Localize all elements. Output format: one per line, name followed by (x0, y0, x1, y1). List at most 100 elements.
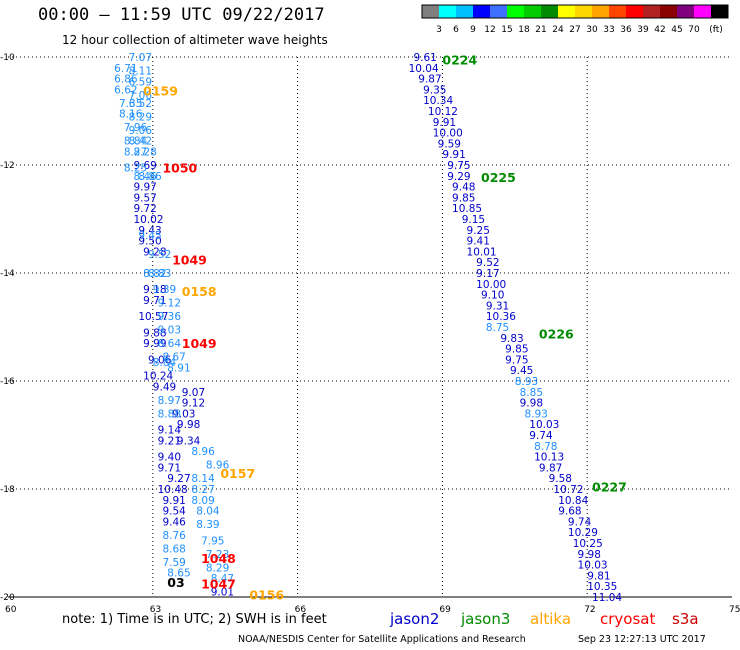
wave-height-label: 8.27 (191, 484, 214, 496)
colorbar-swatch (541, 5, 558, 18)
pass-time-label: 0156 (249, 587, 284, 602)
wave-height-label: 9.31 (486, 300, 509, 312)
wave-height-label: 9.12 (182, 398, 205, 410)
wave-height-label: 10.72 (553, 484, 583, 496)
wave-height-label: 9.15 (462, 214, 485, 226)
wave-height-label: 8.84 (153, 357, 177, 369)
wave-height-label: 10.85 (452, 203, 482, 215)
wave-height-label: 9.40 (158, 452, 181, 464)
wave-height-label: 7.06 (129, 90, 153, 102)
wave-height-label: 10.84 (558, 495, 588, 507)
wave-height-label: 8.96 (206, 460, 230, 472)
colorbar-swatch (609, 5, 626, 18)
wave-height-label: 10.48 (158, 484, 188, 496)
wave-height-label: 9.52 (476, 257, 499, 269)
wave-height-label: 9.58 (549, 473, 572, 485)
y-tick-label: -20 (0, 593, 15, 603)
wave-height-label: 10.00 (476, 279, 506, 291)
wave-height-label: 8.04 (196, 506, 220, 518)
x-tick-label: 75 (729, 605, 740, 615)
wave-height-label: 10.02 (133, 214, 163, 226)
credit-text: NOAA/NESDIS Center for Satellite Applica… (238, 634, 526, 645)
wave-height-label: 7.95 (201, 535, 224, 547)
wave-height-label: 10.03 (529, 419, 559, 431)
colorbar-swatch (422, 5, 439, 18)
x-tick-label: 69 (439, 605, 451, 615)
wave-height-label: 9.75 (505, 354, 528, 366)
legend-s3a: s3a (672, 610, 699, 628)
colorbar-swatch (575, 5, 592, 18)
colorbar-unit: (ft) (709, 25, 723, 35)
wave-height-label: 9.87 (418, 74, 441, 86)
colorbar-tick-label: 45 (671, 25, 682, 35)
wave-height-label: 9.48 (452, 182, 475, 194)
wave-height-label: 9.61 (413, 52, 436, 64)
wave-height-label: 9.14 (158, 425, 182, 437)
colorbar-swatch (439, 5, 456, 18)
colorbar-tick-label: 21 (535, 25, 546, 35)
pass-time-label: 0225 (481, 170, 516, 185)
colorbar-tick-label: 15 (501, 25, 512, 35)
wave-height-label: 10.00 (433, 128, 463, 140)
wave-height-label: 9.59 (438, 138, 461, 150)
wave-height-label: 8.42 (129, 136, 152, 148)
wave-height-label: 9.25 (467, 225, 490, 237)
x-tick-label: 63 (150, 605, 161, 615)
legend-cryosat: cryosat (600, 610, 656, 628)
wave-height-label: 9.98 (177, 419, 200, 431)
wave-height-label: 9.34 (177, 435, 201, 447)
wave-height-label: 9.17 (476, 268, 499, 280)
wave-height-label: 10.03 (578, 560, 608, 572)
wave-height-label: 10.12 (428, 106, 458, 118)
pass-time-label: 03 (167, 575, 184, 590)
wave-height-label: 9.98 (520, 398, 543, 410)
wave-height-label: 6.52 (129, 98, 152, 110)
colorbar-swatch (643, 5, 660, 18)
wave-height-label: 8.82 (143, 268, 166, 280)
colorbar-tick-label: 9 (470, 25, 476, 35)
wave-height-label: 9.36 (158, 311, 182, 323)
colorbar-tick-label: 6 (453, 25, 459, 35)
colorbar-tick-label: 3 (436, 25, 442, 35)
colorbar-swatch (558, 5, 575, 18)
wave-height-label: 9.43 (138, 225, 161, 237)
wave-height-label: 8.64 (158, 338, 182, 350)
wave-height-label: 9.91 (442, 149, 465, 161)
wave-height-label: 9.99 (143, 338, 166, 350)
wave-height-label: 9.71 (143, 295, 166, 307)
x-tick-label: 72 (584, 605, 595, 615)
wave-height-label: 9.72 (133, 203, 156, 215)
wave-height-label: 9.71 (158, 462, 181, 474)
wave-height-label: 9.57 (133, 192, 156, 204)
colorbar-swatch (660, 5, 677, 18)
colorbar-tick-label: 18 (518, 25, 530, 35)
wave-height-label: 8.65 (167, 568, 190, 580)
wave-height-label: 9.97 (133, 182, 156, 194)
wave-height-label: 8.11 (129, 66, 152, 78)
wave-height-label: 8.29 (206, 562, 229, 574)
colorbar-swatch (711, 5, 728, 18)
grid (8, 56, 732, 597)
colorbar-swatch (524, 5, 541, 18)
colorbar-swatch (592, 5, 609, 18)
wave-height-label: 10.57 (138, 311, 168, 323)
wave-height-label: 6.59 (129, 76, 152, 88)
wave-height-label: 9.06 (148, 354, 172, 366)
wave-height-label: 10.13 (534, 452, 564, 464)
pass-time-label: 1049 (172, 253, 207, 268)
legend-jason3: jason3 (461, 610, 511, 628)
wave-height-label: 8.09 (191, 495, 214, 507)
wave-height-label: 10.35 (587, 581, 617, 593)
wave-height-label: 9.88 (143, 327, 166, 339)
wave-height-label: 9.91 (162, 495, 185, 507)
colorbar-tick-label: 27 (569, 25, 580, 35)
pass-time-label: 0226 (539, 326, 574, 341)
x-tick-label: 66 (295, 605, 307, 615)
wave-height-label: 9.18 (143, 284, 166, 296)
wave-height-label: 9.03 (158, 325, 181, 337)
wave-height-label: 8.76 (162, 530, 186, 542)
y-tick-label: -14 (0, 269, 15, 279)
colorbar-frame (421, 4, 729, 19)
series-jason2: 9.6110.049.879.3510.3410.129.9110.009.59… (133, 52, 622, 604)
pass-time-label: 1048 (201, 551, 236, 566)
